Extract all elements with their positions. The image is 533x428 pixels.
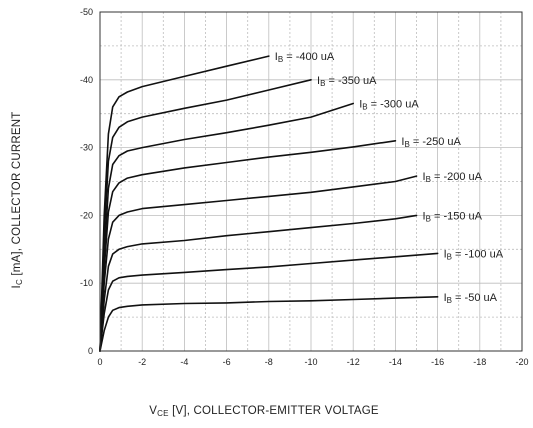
curve-label-sub: B: [362, 103, 367, 112]
x-tick-label: -6: [223, 357, 231, 367]
curve-6: [99, 214, 418, 352]
y-axis-title: IC [mA], COLLECTOR CURRENT: [11, 112, 24, 289]
curve-label-main: I: [401, 136, 404, 148]
x-tick-label: -14: [389, 357, 402, 367]
x-tick-label: -4: [180, 357, 188, 367]
x-tick-label: -16: [431, 357, 444, 367]
curve-label-8: IB = -50 uA: [444, 292, 498, 305]
curve-label-main: I: [423, 210, 426, 222]
curve-label-6: IB = -150 uA: [423, 210, 483, 223]
curve-label-4: IB = -250 uA: [401, 136, 461, 149]
curve-label-1: IB = -400 uA: [275, 51, 335, 64]
y-tick-label: -10: [80, 278, 93, 288]
curve-1: [99, 55, 270, 352]
y-axis-title-main: I: [11, 285, 23, 288]
x-axis-title-main: V: [149, 405, 157, 417]
x-axis-title: VCE [V], COLLECTOR-EMITTER VOLTAGE: [149, 405, 379, 418]
curve-7: [99, 252, 439, 352]
curve-label-2: IB = -350 uA: [317, 75, 377, 88]
y-tick-label: 0: [88, 346, 93, 356]
y-axis-title-rest: [mA], COLLECTOR CURRENT: [11, 112, 23, 280]
curve-label-rest: = -350 uA: [325, 75, 377, 87]
curve-5: [99, 175, 418, 352]
curve-label-rest: = -400 uA: [283, 51, 335, 63]
curve-label-main: I: [317, 75, 320, 87]
curve-8: [99, 296, 439, 352]
curve-label-5: IB = -200 uA: [423, 171, 483, 184]
curve-label-main: I: [275, 51, 278, 63]
x-tick-label: -8: [265, 357, 273, 367]
y-tick-label: -20: [80, 210, 93, 220]
curve-label-sub: B: [278, 55, 283, 64]
curve-label-sub: B: [447, 296, 452, 305]
x-tick-label: 0: [97, 357, 102, 367]
curve-label-sub: B: [404, 140, 409, 149]
x-tick-label: -2: [138, 357, 146, 367]
curve-label-rest: = -100 uA: [452, 248, 504, 260]
curve-label-main: I: [423, 171, 426, 183]
x-axis-title-sub: CE: [157, 409, 169, 418]
curve-label-rest: = -300 uA: [368, 99, 420, 111]
x-tick-label: -10: [304, 357, 317, 367]
y-tick-label: -50: [80, 7, 93, 17]
x-axis-title-rest: [V], COLLECTOR-EMITTER VOLTAGE: [169, 405, 379, 417]
tick-labels: 0 -2 -4 -6 -8 -10 -12 -14 -16 -18 -20 0 -10 -20 -30 -40…: [80, 7, 529, 367]
curve-label-sub: B: [447, 252, 452, 261]
y-tick-label: -30: [80, 143, 93, 153]
plot-frame: [99, 11, 523, 352]
y-axis-title-sub: C: [15, 279, 24, 285]
y-tick-label: -40: [80, 75, 93, 85]
curve-label-main: I: [444, 248, 447, 260]
curve-label-sub: B: [320, 79, 325, 88]
curve-label-rest: = -50 uA: [452, 292, 498, 304]
x-tick-label: -12: [347, 357, 360, 367]
curve-label-3: IB = -300 uA: [359, 99, 419, 112]
curve-label-7: IB = -100 uA: [444, 248, 504, 261]
x-tick-label: -18: [473, 357, 486, 367]
curve-label-sub: B: [426, 175, 431, 184]
curve-label-rest: = -150 uA: [431, 210, 483, 222]
curve-label-sub: B: [426, 214, 431, 223]
curve-label-rest: = -200 uA: [431, 171, 483, 183]
curve-3: [99, 102, 354, 352]
curve-label-main: I: [359, 99, 362, 111]
curve-label-main: I: [444, 292, 447, 304]
x-tick-label: -20: [515, 357, 528, 367]
curve-2: [99, 79, 312, 352]
curves: [99, 55, 439, 352]
curve-4: [99, 140, 397, 352]
curve-label-rest: = -250 uA: [410, 136, 462, 148]
